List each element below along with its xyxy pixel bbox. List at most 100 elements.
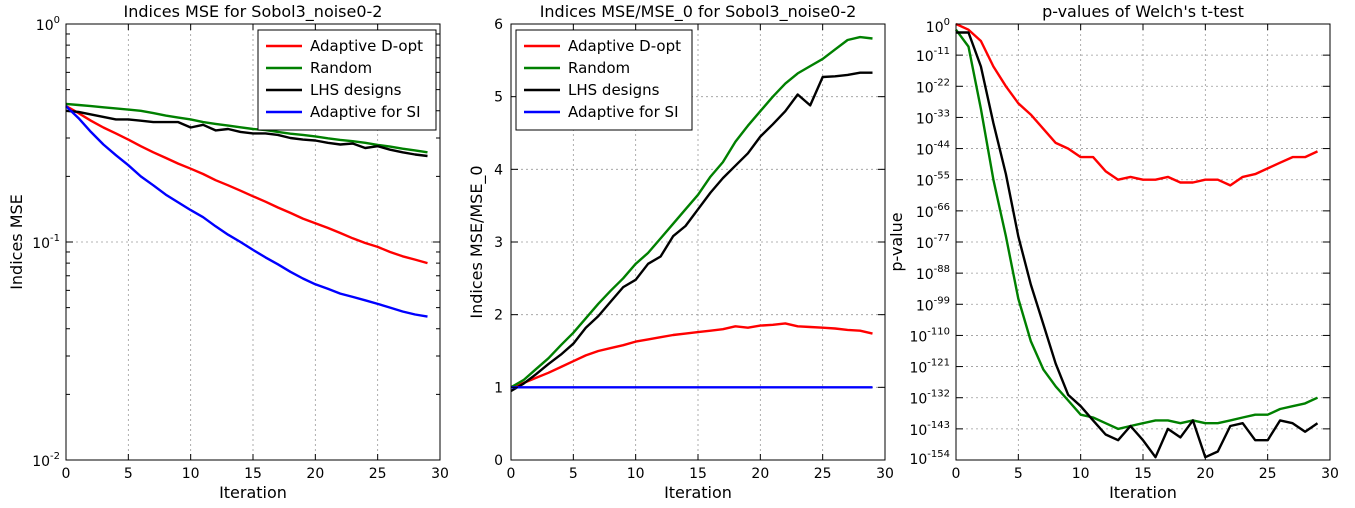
y-tick-label-exponent: -154 [927, 449, 950, 460]
y-tick-label-base: 10 [916, 267, 934, 283]
y-tick-label: 4 [494, 162, 503, 178]
y-tick-label: 10-66 [916, 202, 950, 221]
y-tick-label: 10-33 [916, 108, 950, 127]
y-tick-label: 10-154 [909, 449, 950, 468]
legend-label: Random [568, 59, 630, 77]
x-tick-label: 20 [1196, 466, 1214, 482]
y-tick-label: 10-77 [916, 233, 950, 252]
series-line-adaptive-d-opt [510, 322, 873, 389]
x-tick-label: 5 [124, 466, 133, 482]
y-axis-label: Indices MSE [7, 194, 26, 290]
x-axis-label: Iteration [1109, 483, 1177, 502]
y-tick-label: 3 [494, 235, 503, 251]
x-tick-label: 0 [62, 466, 71, 482]
y-tick-label: 0 [494, 453, 503, 469]
gridlines [955, 23, 1331, 461]
y-tick-label-base: 10 [916, 80, 934, 96]
y-tick-label-base: 10 [32, 454, 50, 470]
y-tick-label-exponent: -22 [934, 77, 950, 88]
y-tick-label: 10-22 [916, 77, 950, 96]
x-tick-label: 25 [814, 466, 832, 482]
y-tick-label-exponent: -143 [927, 420, 950, 431]
x-tick-label: 5 [569, 466, 578, 482]
legend-label: Adaptive for SI [310, 103, 421, 121]
y-tick-label-base: 10 [916, 174, 934, 190]
series-line-lhs-designs [510, 71, 873, 393]
x-tick-label: 15 [244, 466, 262, 482]
y-tick-label: 10-132 [909, 389, 950, 408]
y-tick-label: 6 [494, 17, 503, 33]
legend-label: LHS designs [568, 81, 660, 99]
y-tick-label: 10-143 [909, 420, 950, 439]
x-axis-label: Iteration [219, 483, 287, 502]
series-line-adaptive-d-opt [65, 105, 428, 265]
y-axis-label: Indices MSE/MSE_0 [467, 165, 487, 318]
y-tick-label-exponent: -11 [934, 46, 950, 57]
y-tick-label-exponent: -88 [934, 264, 950, 275]
chart-title: Indices MSE for Sobol3_noise0-2 [124, 2, 383, 22]
series-line-2 [955, 28, 1319, 431]
series-group [955, 22, 1319, 459]
y-tick-label-base: 10 [36, 18, 54, 34]
chart-3: 0 5 10 15 20 25 3010010-1110-2210-3310-4410-55… [887, 2, 1339, 502]
legend-label: Adaptive for SI [568, 103, 679, 121]
series-line-adaptive-for-si [65, 105, 428, 318]
y-tick-label-base: 10 [909, 329, 927, 345]
y-tick-label-exponent: -132 [927, 389, 950, 400]
y-tick-label-base: 10 [909, 452, 927, 468]
y-tick-label-exponent: -99 [934, 295, 950, 306]
y-tick-label: 100 [36, 15, 60, 34]
y-tick-label: 10-121 [909, 358, 950, 377]
y-tick-label: 10-11 [916, 46, 950, 65]
x-tick-label: 15 [689, 466, 707, 482]
legend-label: Adaptive D-opt [568, 37, 681, 55]
y-tick-label-exponent: -77 [934, 233, 950, 244]
x-tick-label: 25 [1259, 466, 1277, 482]
y-tick-label: 10-88 [916, 264, 950, 283]
y-tick-label-exponent: -110 [927, 326, 950, 337]
series-line-1 [955, 22, 1319, 187]
y-tick-label: 1 [494, 380, 503, 396]
y-tick-label: 10-99 [916, 295, 950, 314]
chart-title: Indices MSE/MSE_0 for Sobol3_noise0-2 [540, 2, 857, 22]
y-tick-label-base: 10 [916, 111, 934, 127]
x-tick-label: 30 [1321, 466, 1339, 482]
x-tick-label: 0 [952, 466, 961, 482]
y-tick-label-base: 10 [916, 205, 934, 221]
y-tick-label-base: 10 [916, 236, 934, 252]
legend: Adaptive D-opt Random LHS designs Adaptive … [515, 29, 693, 131]
y-tick-label-exponent: 0 [944, 17, 950, 28]
y-tick-label: 10-55 [916, 171, 950, 190]
series-line-random [65, 102, 428, 154]
x-tick-label: 20 [751, 466, 769, 482]
y-tick-label-base: 10 [926, 20, 944, 36]
x-tick-label: 30 [876, 466, 894, 482]
x-tick-label: 10 [1072, 466, 1090, 482]
x-tick-label: 10 [182, 466, 200, 482]
y-tick-label-base: 10 [32, 236, 50, 252]
legend: Adaptive D-opt Random LHS designs Adaptive … [257, 29, 437, 131]
y-tick-label-exponent: -55 [934, 171, 950, 182]
y-tick-label: 10-2 [32, 451, 60, 470]
y-tick-label-exponent: -33 [934, 108, 950, 119]
y-tick-label: 100 [926, 17, 950, 36]
y-tick-label-base: 10 [909, 392, 927, 408]
y-tick-label: 10-1 [32, 233, 60, 252]
legend-label: Random [310, 59, 372, 77]
x-tick-label: 5 [1014, 466, 1023, 482]
y-tick-label-exponent: -121 [927, 358, 950, 369]
y-tick-label-base: 10 [909, 423, 927, 439]
chart-2: 0 5 10 15 20 25 30 0 1 2 3 4 5 6 Indices MSE/MSE_0 for… [467, 2, 894, 502]
series-line-3 [956, 31, 1319, 459]
series-group [65, 102, 428, 318]
y-tick-label-base: 10 [916, 49, 934, 65]
y-tick-label: 10-110 [909, 326, 950, 345]
x-tick-label: 30 [431, 466, 449, 482]
series-group [510, 35, 873, 393]
y-tick-label-base: 10 [916, 143, 934, 159]
y-tick-label-base: 10 [909, 361, 927, 377]
y-tick-label: 10-44 [916, 140, 950, 159]
series-line-random [510, 35, 873, 389]
y-tick-label: 2 [494, 308, 503, 324]
